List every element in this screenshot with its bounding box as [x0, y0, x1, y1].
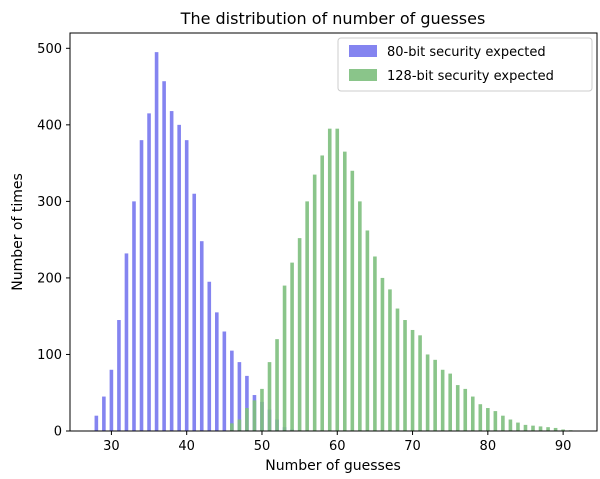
- bar-series-1-x-48: [245, 408, 249, 431]
- bar-series-1-x-58: [320, 155, 325, 431]
- legend-swatch-128-bit: [349, 69, 377, 81]
- bar-series-0-x-48: [245, 375, 249, 431]
- bar-series-1-x-64: [365, 230, 370, 431]
- bar-series-1-x-52: [275, 339, 279, 431]
- bar-series-1-x-77: [463, 388, 468, 431]
- bar-series-1-x-69: [403, 320, 407, 431]
- bar-series-1-x-56: [305, 201, 309, 431]
- bar-series-0-x-37: [162, 81, 166, 431]
- plot-frame: [69, 32, 598, 432]
- legend-label-128-bit: 128-bit security expected: [387, 69, 554, 84]
- bar-series-0-x-43: [207, 281, 212, 431]
- legend-swatch-80-bit: [349, 45, 377, 57]
- bar-series-1-x-74: [440, 369, 445, 431]
- bar-series-1-x-78: [470, 396, 475, 431]
- bar-series-1-x-72: [425, 354, 430, 431]
- bar-series-1-x-80: [486, 408, 490, 431]
- y-tick-label: 500: [37, 42, 62, 57]
- bar-series-1-x-57: [312, 174, 317, 431]
- bar-series-0-x-32: [124, 253, 129, 431]
- bar-series-1-x-85: [523, 424, 528, 431]
- bar-series-0-x-46: [230, 350, 234, 431]
- y-tick-label: 100: [37, 348, 62, 363]
- bar-series-1-x-63: [358, 201, 362, 431]
- bar-series-1-x-50: [260, 388, 264, 431]
- bar-series-1-x-83: [508, 419, 513, 431]
- bar-series-1-x-61: [342, 151, 347, 431]
- x-tick-label: 80: [480, 439, 497, 454]
- bar-series-1-x-51: [267, 362, 272, 431]
- bar-series-0-x-41: [192, 193, 197, 431]
- x-tick-label: 90: [555, 439, 572, 454]
- bar-series-1-x-71: [418, 335, 422, 431]
- bar-series-0-x-28: [94, 415, 99, 431]
- y-tick-label: 300: [37, 195, 62, 210]
- x-axis-label: Number of guesses: [265, 458, 401, 474]
- ticks-layer: 30 40 50 60 70 80 90 0 100 200 300 400 500: [37, 42, 571, 454]
- bar-series-1-x-89: [553, 427, 558, 431]
- x-tick-label: 50: [254, 439, 271, 454]
- x-tick-label: 30: [103, 439, 120, 454]
- bar-series-0-x-33: [132, 201, 136, 431]
- bar-series-1-x-90: [561, 429, 565, 431]
- bar-series-1-x-46: [230, 423, 234, 431]
- y-axis-label: Number of times: [10, 173, 26, 291]
- bar-series-1-x-49: [252, 400, 257, 431]
- bar-series-1-x-84: [516, 422, 520, 431]
- bar-series-1-x-76: [455, 385, 460, 431]
- y-tick-label: 0: [54, 425, 62, 440]
- chart-title: The distribution of number of guesses: [180, 9, 486, 28]
- bar-series-1-x-59: [327, 128, 332, 432]
- bar-series-0-x-44: [215, 312, 219, 431]
- bar-series-1-x-55: [297, 238, 302, 431]
- bar-series-0-x-40: [184, 140, 189, 431]
- legend: 80-bit security expected 128-bit securit…: [337, 37, 593, 92]
- bar-series-1-x-66: [380, 277, 385, 431]
- bar-series-0-x-45: [222, 331, 227, 431]
- bar-series-1-x-60: [335, 128, 340, 432]
- y-tick-label: 400: [37, 118, 62, 133]
- bar-series-1-x-65: [373, 256, 377, 431]
- bar-series-1-x-87: [538, 426, 543, 431]
- bar-series-0-x-29: [102, 396, 106, 431]
- x-tick-label: 60: [329, 439, 346, 454]
- bar-series-0-x-34: [139, 140, 144, 431]
- legend-label-80-bit: 80-bit security expected: [387, 45, 546, 60]
- bar-series-1-x-88: [546, 427, 550, 431]
- bar-series-1-x-54: [290, 262, 294, 431]
- bar-series-1-x-73: [433, 359, 437, 431]
- bar-series-0-x-42: [199, 241, 204, 431]
- bar-series-0-x-47: [237, 362, 242, 431]
- bar-series-1-x-81: [493, 411, 498, 431]
- bars-layer: [94, 52, 573, 432]
- bar-series-1-x-68: [395, 308, 400, 431]
- bar-series-1-x-67: [388, 289, 392, 431]
- x-tick-label: 40: [178, 439, 195, 454]
- bar-series-0-x-31: [117, 320, 121, 431]
- bar-series-1-x-75: [448, 373, 452, 431]
- bar-series-0-x-30: [109, 369, 114, 431]
- bar-series-1-x-70: [410, 329, 415, 431]
- bar-series-0-x-39: [177, 124, 181, 431]
- bar-series-1-x-62: [350, 170, 355, 431]
- y-tick-label: 200: [37, 271, 62, 286]
- bar-series-1-x-86: [531, 425, 535, 431]
- bar-series-0-x-36: [154, 52, 159, 431]
- bar-series-0-x-35: [147, 113, 151, 432]
- bar-series-1-x-82: [501, 415, 505, 431]
- bar-series-1-x-53: [282, 285, 287, 431]
- x-tick-label: 70: [404, 439, 421, 454]
- bar-series-1-x-79: [478, 404, 483, 431]
- bar-series-1-x-47: [237, 419, 242, 431]
- legend-box: [337, 37, 593, 92]
- bar-series-0-x-38: [169, 111, 174, 431]
